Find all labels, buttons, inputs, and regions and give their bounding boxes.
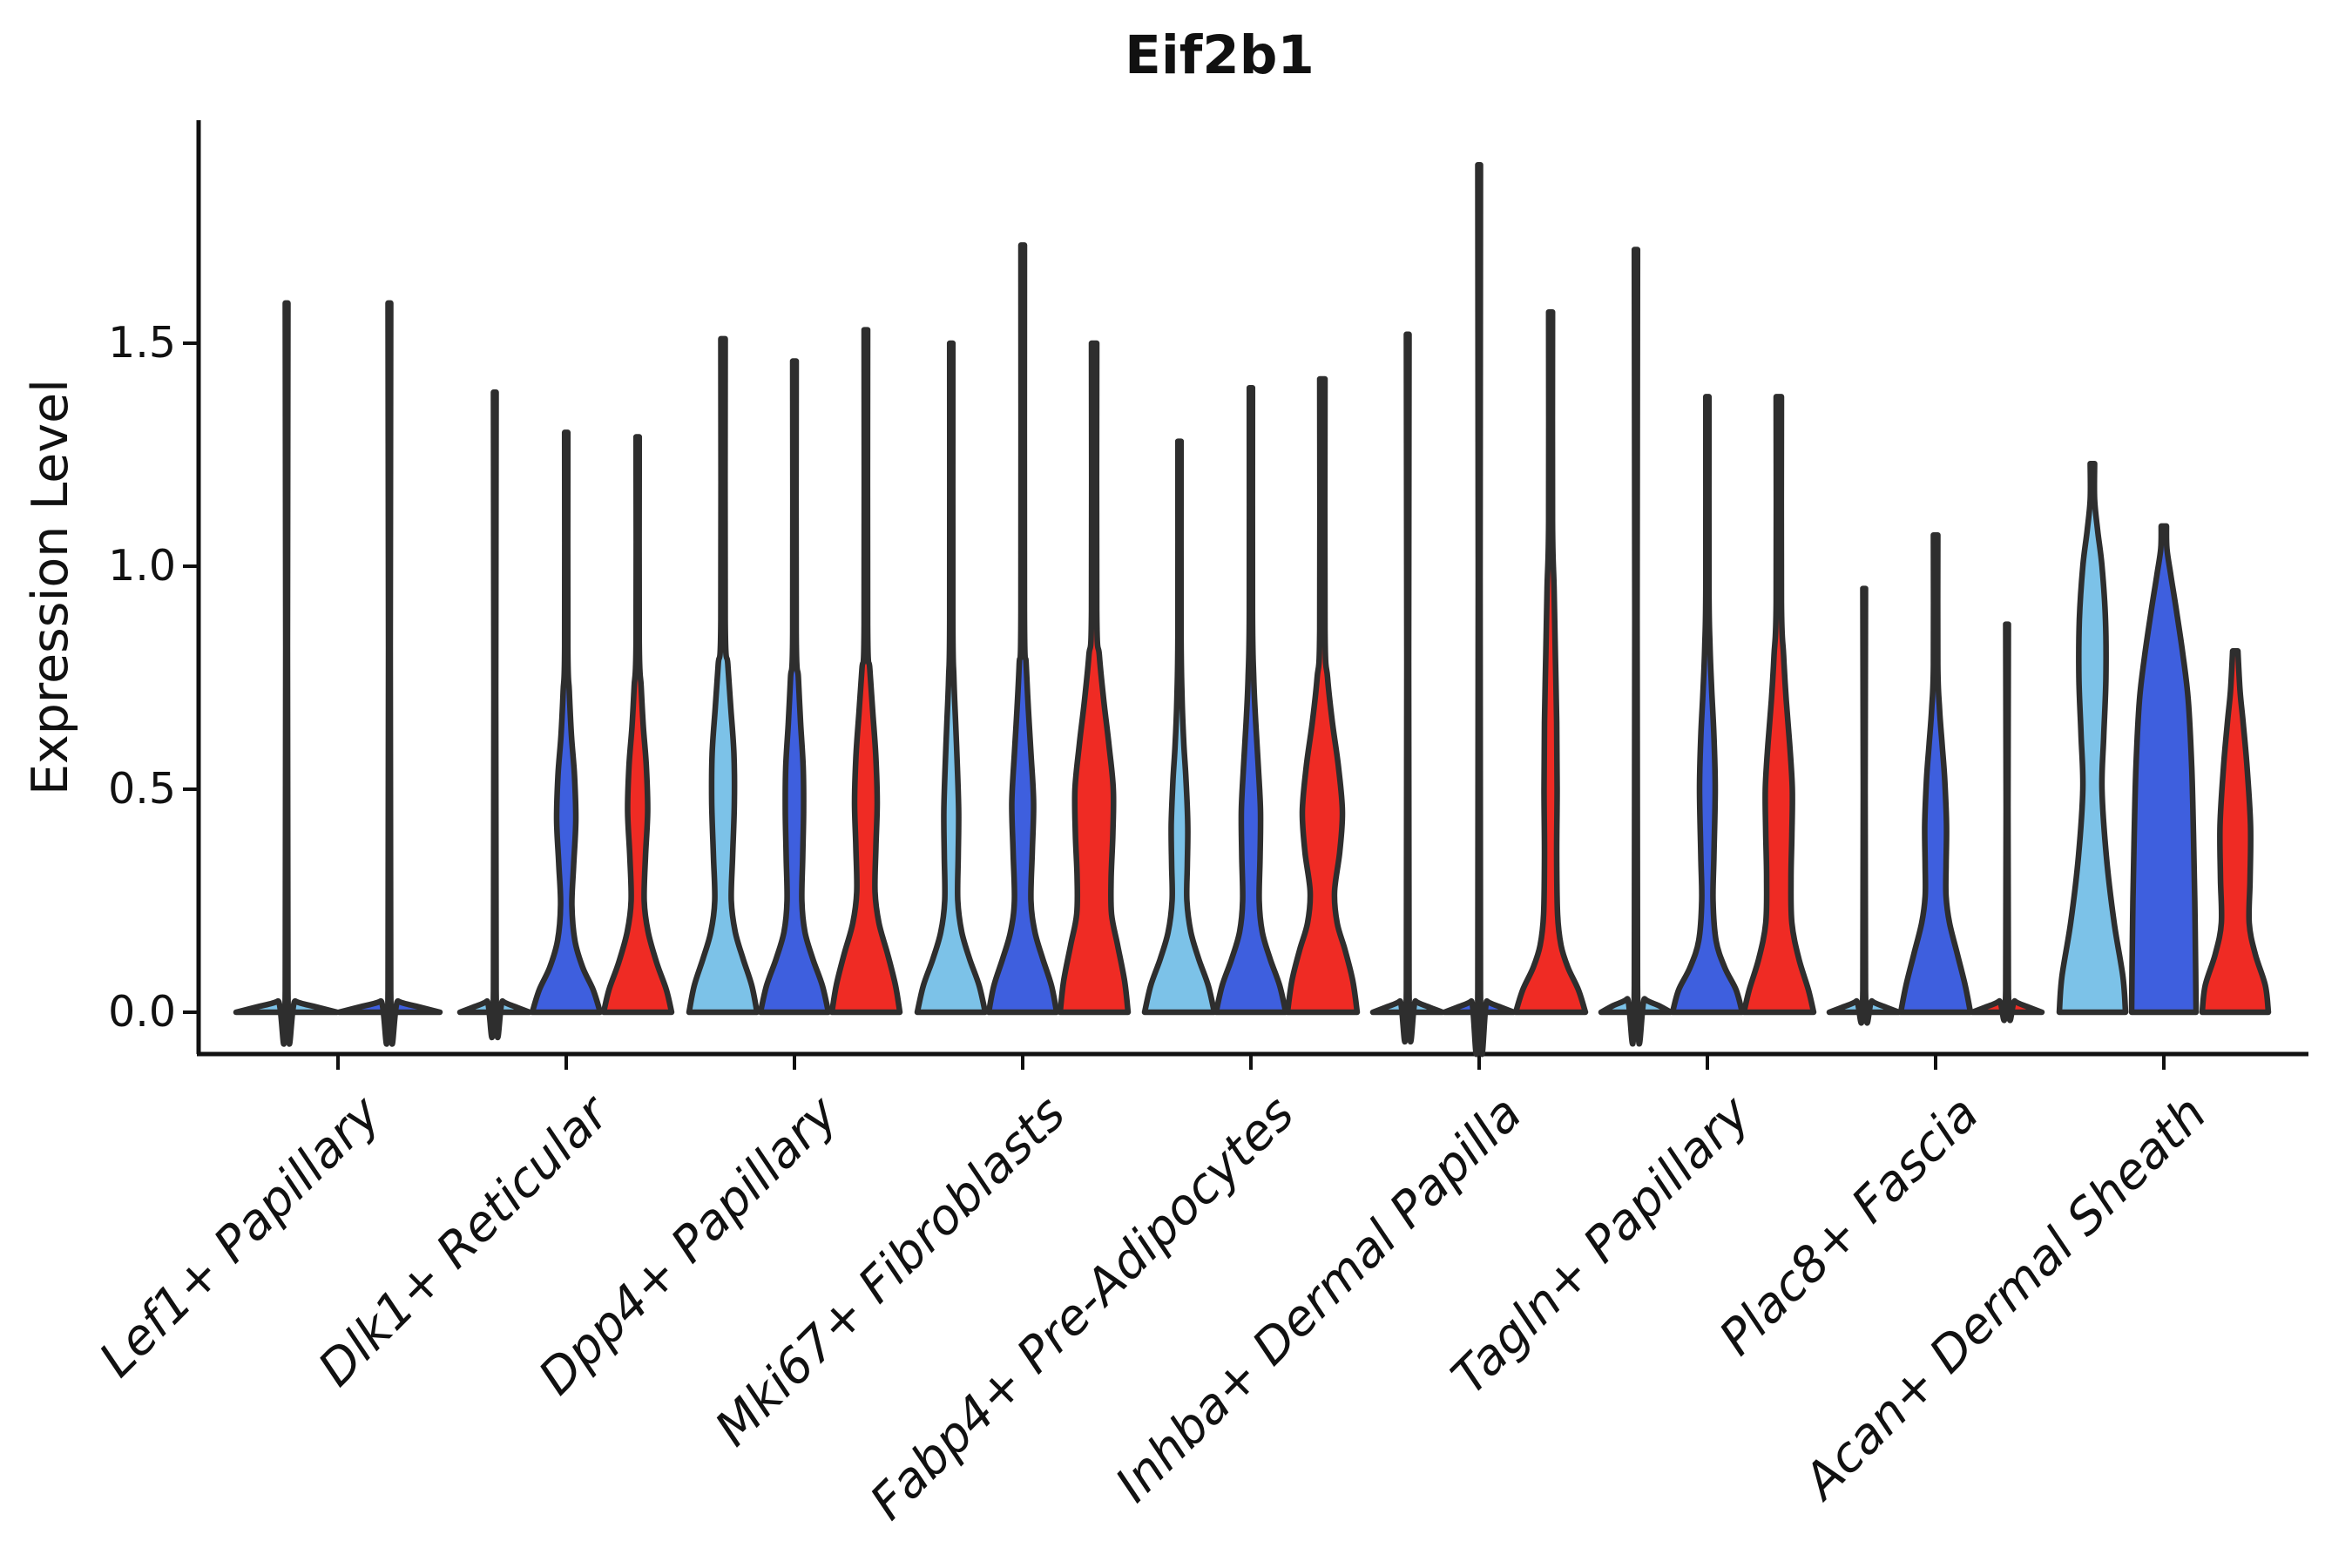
violin-5-condition-1 — [1369, 331, 1446, 1044]
violin-4-condition-2 — [1213, 384, 1289, 1016]
violin-8-condition-1 — [2056, 460, 2129, 1016]
y-tick-label: 0.0 — [108, 987, 176, 1037]
violin-2-condition-2 — [757, 358, 832, 1016]
violin-8-condition-2 — [2128, 523, 2200, 1016]
violin-2-condition-1 — [686, 335, 760, 1016]
violin-5-condition-3 — [1512, 308, 1589, 1016]
violin-5-condition-2 — [1441, 161, 1517, 1058]
violin-6-condition-1 — [1598, 247, 1674, 1047]
violin-4-condition-3 — [1284, 375, 1361, 1016]
violin-6-condition-2 — [1669, 394, 1746, 1016]
violin-1-condition-2 — [529, 429, 604, 1016]
plot-title: Eif2b1 — [1125, 24, 1315, 86]
violin-3-condition-1 — [914, 340, 989, 1016]
violin-0-condition-2 — [335, 300, 443, 1047]
violin-7-condition-3 — [1969, 621, 2045, 1024]
violin-8-condition-3 — [2199, 648, 2272, 1016]
violin-1-condition-1 — [456, 389, 533, 1041]
violin-0-condition-1 — [233, 300, 341, 1047]
y-tick-label: 1.0 — [108, 541, 176, 591]
violin-3-condition-3 — [1057, 340, 1132, 1016]
violin-2-condition-3 — [828, 327, 903, 1016]
y-tick-label: 0.5 — [108, 764, 176, 814]
violin-7-condition-2 — [1897, 531, 1974, 1016]
violin-1-condition-3 — [600, 434, 675, 1016]
violin-3-condition-2 — [985, 242, 1060, 1016]
violin-4-condition-1 — [1141, 438, 1218, 1016]
violin-6-condition-3 — [1740, 394, 1817, 1016]
violin-7-condition-1 — [1826, 585, 1903, 1026]
y-tick-label: 1.5 — [108, 318, 176, 368]
